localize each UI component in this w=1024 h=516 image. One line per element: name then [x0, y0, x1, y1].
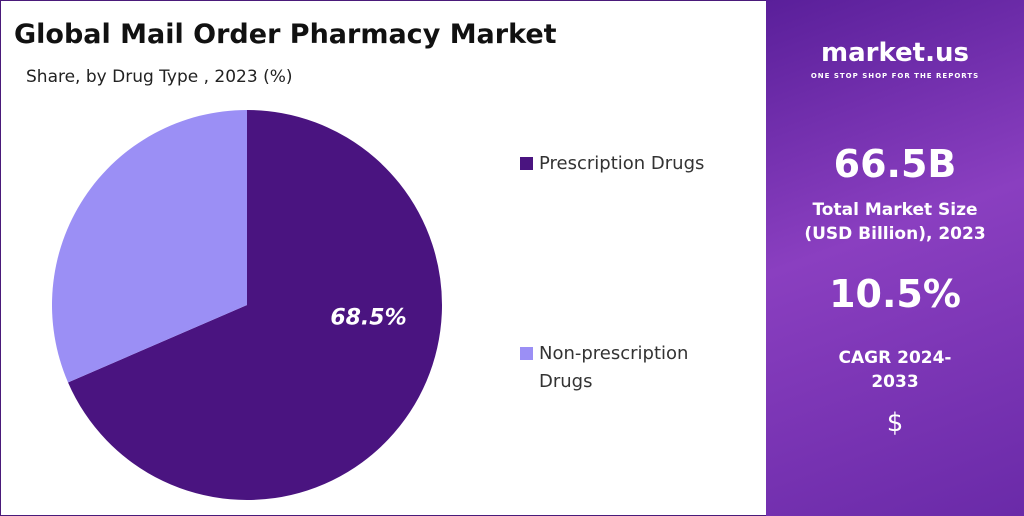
cagr-label: CAGR 2024-2033: [838, 348, 952, 392]
legend-label: Prescription Drugs: [539, 153, 705, 174]
pie-slice: [68, 110, 442, 500]
dollar-icon: $: [886, 408, 904, 438]
legend-item: Prescription Drugs: [520, 150, 740, 178]
legend-label: Non-prescription Drugs: [539, 343, 689, 392]
chart: Global Mail Order Pharmacy Market Share,…: [14, 19, 557, 500]
brand: market.us: [821, 38, 969, 68]
chart-title: Global Mail Order Pharmacy Market: [14, 19, 557, 50]
pie-slice: [51, 110, 248, 383]
chart-subtitle: Share, by Drug Type , 2023 (%): [26, 67, 293, 87]
legend-item: Non-prescription Drugs: [520, 340, 740, 396]
legend-swatch: [520, 157, 533, 170]
market-size-label: Total Market Size (USD Billion), 2023: [804, 200, 986, 244]
sidebar: market.us ONE STOP SHOP FOR THE REPORTS …: [766, 0, 1024, 516]
market-size: 66.5B: [833, 142, 957, 186]
tagline: ONE STOP SHOP FOR THE REPORTS: [810, 72, 980, 80]
data-label: 68.5%: [330, 306, 406, 331]
legend-swatch: [520, 347, 533, 360]
cagr: 10.5%: [829, 272, 961, 316]
